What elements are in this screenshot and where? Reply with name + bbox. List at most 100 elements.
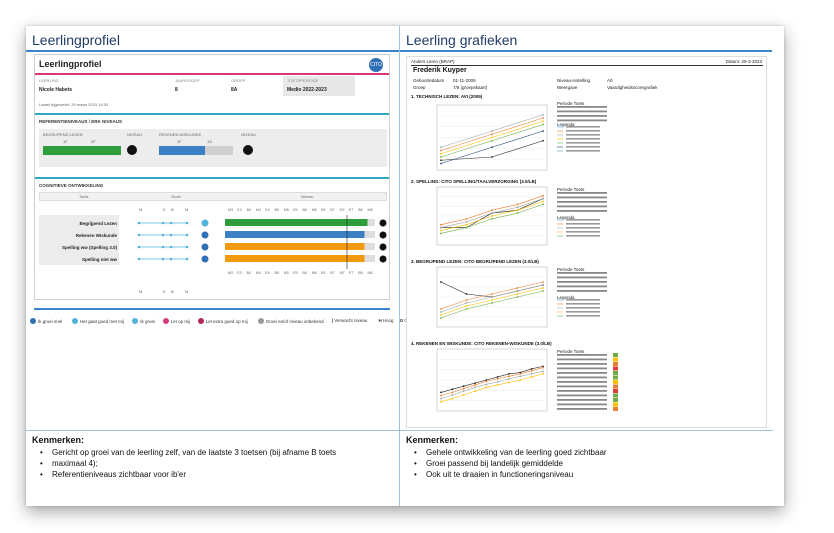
- series-point: [508, 372, 510, 375]
- legend-dot-icon: [30, 318, 36, 324]
- growth-tick-bottom-4: M: [185, 289, 189, 294]
- period-row-text: [557, 272, 607, 274]
- growth-point: [137, 233, 141, 237]
- meta-value-toetsperiode: Medio 2022-2023: [287, 87, 327, 93]
- score-cell: [613, 362, 618, 366]
- row-label: Begrijpend Lezen: [79, 221, 117, 226]
- section-title-rekenen: 4. REKENEN EN WISKUNDE: CITO REKENEN-WIS…: [411, 341, 552, 346]
- row-label: Rekenen Wiskunde: [76, 233, 118, 238]
- level-tick-label: M6: [312, 271, 317, 275]
- level-tick-label: E6: [321, 271, 325, 275]
- legend-technisch-lezen: [557, 126, 600, 152]
- series-point: [451, 388, 454, 391]
- series-point: [491, 215, 493, 217]
- series-point: [440, 317, 442, 319]
- series-point: [496, 377, 499, 380]
- series-point: [485, 379, 488, 381]
- score-cell: [613, 380, 618, 384]
- series-point: [491, 299, 493, 301]
- level-bar-fill: [225, 255, 365, 262]
- period-row-text: [557, 290, 607, 292]
- level-bar-fill: [225, 219, 368, 226]
- series-point: [542, 290, 544, 292]
- right-kenmerken: Kenmerken: Gehele ontwikkeling van de le…: [400, 430, 773, 506]
- cog-divider: [35, 177, 389, 179]
- legend-text-line: [566, 150, 600, 152]
- series-point: [491, 212, 493, 215]
- series-point: [508, 375, 510, 378]
- level-tick-label: B6: [302, 271, 306, 275]
- series-point: [542, 372, 544, 375]
- growth-point: [137, 221, 141, 225]
- left-kenmerken: Kenmerken: Gericht op groei van de leerl…: [26, 430, 399, 506]
- series-point: [440, 146, 442, 149]
- series-point: [440, 162, 442, 165]
- series-point: [491, 209, 493, 212]
- legend-label: Let op mij: [170, 318, 191, 324]
- right-kenmerken-title: Kenmerken:: [406, 435, 459, 445]
- ref-tick-2f: 2F: [91, 139, 96, 144]
- level-badge: [379, 255, 387, 263]
- level-tick-label: M3: [228, 271, 233, 275]
- left-column-title: Leerlingprofiel: [32, 32, 120, 48]
- series-line: [440, 366, 544, 393]
- level-tick-label: M5: [284, 208, 289, 212]
- legend-spelling: [557, 219, 600, 237]
- period-row-text: [557, 390, 607, 392]
- level-tick-label: M8: [368, 208, 373, 212]
- info-label-niveau: Niveau-instelling: [557, 78, 591, 83]
- series-point: [542, 281, 544, 283]
- left-kenmerk-item: Gericht op groei van de leerling zelf, v…: [32, 447, 393, 458]
- period-row-text: [557, 372, 607, 374]
- series-point: [516, 212, 519, 215]
- series-point: [519, 375, 522, 378]
- period-row-text: [557, 281, 607, 283]
- growth-tick-bottom-3: B: [171, 289, 174, 294]
- level-bar-fill: [225, 243, 365, 250]
- series-point: [516, 206, 519, 209]
- info-label-weergave: Weergave: [557, 85, 578, 90]
- level-tick-label: B6: [302, 208, 306, 212]
- growth-point: [185, 233, 189, 237]
- series-point: [542, 287, 544, 289]
- legend-dot-icon: [132, 318, 139, 324]
- ref-tick-1f: 1F: [63, 139, 68, 144]
- legend-item: Ik groei: [132, 318, 155, 324]
- right-kenmerk-item: Ook uit te draaien in functioneringsnive…: [406, 469, 767, 480]
- chart-technisch-lezen: [436, 104, 548, 171]
- series-point: [465, 220, 468, 223]
- series-point: [440, 394, 442, 397]
- meta-value-jaargroep: 8: [175, 87, 178, 93]
- ref-label-bl: BEGRIJPEND LEZEN: [43, 132, 83, 137]
- series-point: [542, 200, 544, 203]
- legend-symbol: |: [332, 318, 334, 323]
- periode-label-3: Periode Toets: [557, 267, 585, 272]
- chart-rekenen: [436, 348, 548, 412]
- series-point: [508, 381, 510, 384]
- period-list-technisch-lezen: [557, 106, 607, 122]
- series-point: [474, 390, 476, 393]
- right-title-divider: [400, 50, 772, 52]
- growth-status-badge: [201, 243, 209, 251]
- series-point: [440, 397, 442, 400]
- period-list-begrijpend-lezen: [557, 272, 607, 292]
- level-tick-label: E4: [265, 208, 269, 212]
- series-point: [462, 387, 465, 390]
- left-column: Leerlingprofiel Leerlingprofiel CITO LEE…: [26, 26, 446, 506]
- level-tick-label: M4: [256, 208, 261, 212]
- series-point: [440, 281, 442, 283]
- cito-logo: CITO: [369, 58, 383, 72]
- level-tick-label: B4: [247, 208, 251, 212]
- leerlingprofiel-panel: Leerlingprofiel CITO LEERLING Nicole Hab…: [34, 54, 390, 300]
- legend-label: Hoog: [382, 318, 394, 323]
- series-point: [465, 218, 468, 220]
- meta-label-groep: GROEP: [231, 78, 246, 83]
- series-point: [462, 393, 465, 396]
- period-row-text: [557, 276, 607, 279]
- score-cell: [613, 407, 618, 411]
- score-cell: [613, 357, 618, 362]
- series-point: [465, 293, 468, 295]
- series-point: [451, 391, 454, 394]
- growth-point: [185, 221, 189, 225]
- series-point: [465, 305, 468, 307]
